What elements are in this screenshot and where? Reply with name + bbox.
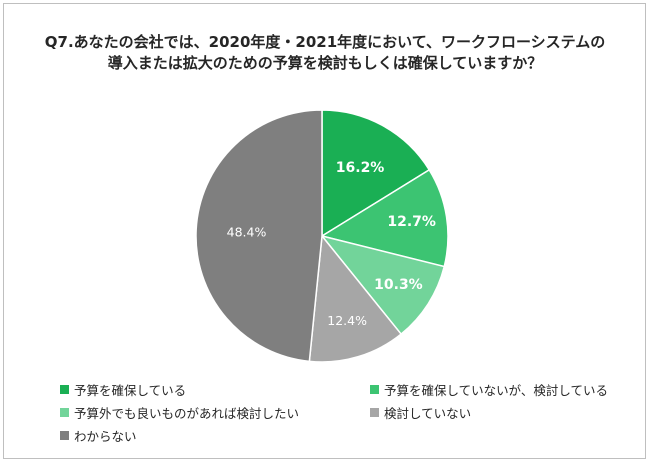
chart-title-line-1: Q7.あなたの会社では、2020年度・2021年度において、ワークフローシステム… (44, 33, 606, 51)
pie-data-labels: 16.2% 12.7% 10.3% 12.4% 48.4% (227, 160, 436, 328)
pie-data-label-4: 12.4% (327, 313, 367, 328)
pie-slice-1 (321, 109, 431, 238)
legend-label: 予算を確保している (74, 383, 187, 398)
pie-slice-3 (320, 234, 446, 336)
legend-label: 予算を確保していないが、検討している (384, 383, 609, 398)
pie-slice-4 (308, 234, 403, 363)
pie-slice-5 (195, 109, 323, 363)
legend-item-1: 予算を確保している (60, 380, 186, 399)
legend-item-3: 予算外でも良いものがあれば検討したい (60, 403, 299, 422)
pie-data-label-5: 48.4% (227, 225, 267, 240)
legend-label: わからない (74, 429, 137, 444)
pie-data-label-1: 16.2% (336, 160, 385, 176)
legend-item-4: 検討していない (370, 403, 471, 422)
legend-swatch (60, 385, 69, 394)
chart-title: Q7.あなたの会社では、2020年度・2021年度において、ワークフローシステム… (0, 32, 650, 74)
chart-title-line-2: 導入または拡大のための予算を検討もしくは確保していますか？ (107, 54, 543, 72)
legend-swatch (60, 431, 69, 440)
legend-item-5: わからない (60, 426, 137, 445)
pie-slices (195, 109, 449, 363)
legend-swatch (60, 408, 69, 417)
legend-item-2: 予算を確保していないが、検討している (370, 380, 608, 399)
pie-data-label-2: 12.7% (387, 214, 436, 230)
legend-swatch (370, 385, 379, 394)
legend-swatch (370, 408, 379, 417)
pie-data-label-3: 10.3% (374, 277, 423, 293)
legend-label: 予算外でも良いものがあれば検討したい (74, 406, 300, 421)
legend-label: 検討していない (384, 406, 472, 421)
pie-slice-2 (320, 168, 449, 268)
